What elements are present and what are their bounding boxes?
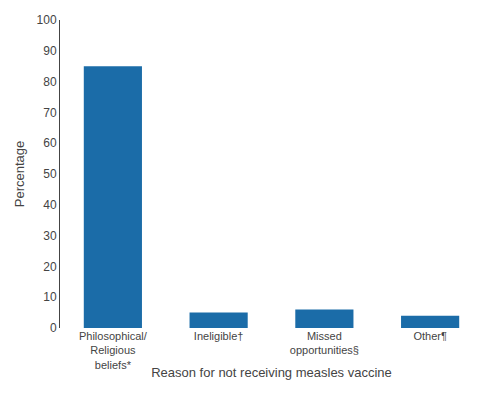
svg-text:20: 20	[43, 260, 57, 274]
svg-text:10: 10	[43, 290, 57, 304]
svg-text:Ineligible†: Ineligible†	[194, 330, 244, 342]
svg-text:100: 100	[37, 13, 57, 27]
svg-text:60: 60	[43, 136, 57, 150]
svg-text:40: 40	[43, 198, 57, 212]
svg-text:Philosophical/Religiousbeliefs: Philosophical/Religiousbeliefs*	[79, 330, 148, 371]
svg-text:Missedopportunities§: Missedopportunities§	[290, 330, 359, 356]
svg-text:50: 50	[43, 167, 57, 181]
svg-text:70: 70	[43, 106, 57, 120]
svg-text:Reason for not receiving measl: Reason for not receiving measles vaccine	[151, 365, 392, 380]
svg-text:0: 0	[50, 321, 57, 335]
svg-text:Other¶: Other¶	[413, 330, 447, 342]
svg-text:Percentage: Percentage	[12, 141, 27, 208]
svg-text:80: 80	[43, 75, 57, 89]
svg-text:30: 30	[43, 229, 57, 243]
svg-text:90: 90	[43, 44, 57, 58]
